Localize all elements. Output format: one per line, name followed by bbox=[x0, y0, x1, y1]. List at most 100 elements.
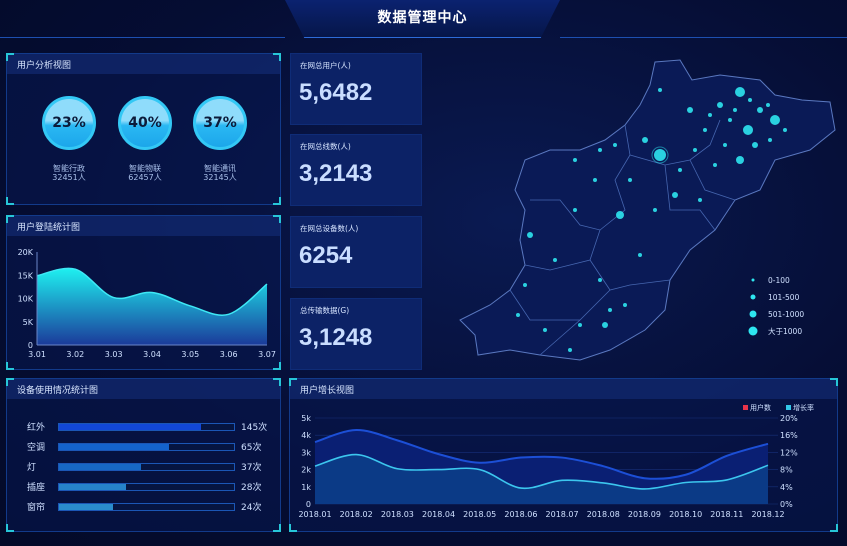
map-dot bbox=[678, 168, 682, 172]
map-dot bbox=[613, 143, 617, 147]
device-label: 插座 bbox=[27, 483, 46, 493]
map-dot bbox=[628, 178, 632, 182]
map-dot bbox=[728, 118, 732, 122]
progress-track bbox=[58, 423, 235, 431]
y-left-tick-label: 1k bbox=[301, 483, 311, 492]
map-dot bbox=[743, 125, 753, 135]
legend-dot-icon bbox=[750, 294, 756, 300]
x-tick-label: 2018.07 bbox=[546, 510, 579, 519]
x-tick-label: 3.07 bbox=[258, 350, 276, 359]
device-label: 窗帘 bbox=[27, 503, 46, 513]
x-tick-label: 3.01 bbox=[28, 350, 46, 359]
growth-chart: 0 0% 1k 4% 2k 8% 3k 12% 4k 16% 5k 20% 2018.01 2018.02… bbox=[298, 403, 814, 519]
map-dot bbox=[543, 328, 547, 332]
percent-ball-smart-iot: 40% bbox=[118, 96, 172, 150]
divider bbox=[560, 37, 847, 38]
device-bar-row: 红外 145次 bbox=[7, 420, 287, 434]
users-line bbox=[314, 429, 769, 480]
panel-title: 设备使用情况统计图 bbox=[7, 379, 280, 399]
device-label: 灯 bbox=[27, 463, 37, 473]
x-tick-label: 2018.12 bbox=[751, 510, 784, 519]
percent-ball-smart-comm: 37% bbox=[193, 96, 247, 150]
x-tick-label: 2018.09 bbox=[628, 510, 661, 519]
device-count: 145次 bbox=[241, 423, 268, 433]
x-tick-label: 3.02 bbox=[66, 350, 84, 359]
map-dot bbox=[735, 87, 745, 97]
map-dot bbox=[523, 283, 527, 287]
map-dot bbox=[708, 113, 712, 117]
y-right-tick-label: 8% bbox=[780, 466, 793, 475]
y-tick-label: 15K bbox=[18, 271, 34, 280]
stat-card-total-transfer: 总传输数据(G) 3,1248 bbox=[290, 298, 422, 370]
y-tick-label: 10K bbox=[18, 295, 34, 304]
legend-label: 0-100 bbox=[768, 276, 790, 285]
device-count: 28次 bbox=[241, 483, 262, 493]
page-title: 数据管理中心 bbox=[377, 10, 468, 26]
map-dot bbox=[568, 348, 572, 352]
progress-track bbox=[58, 463, 235, 471]
progress-track bbox=[58, 443, 235, 451]
map-dot bbox=[527, 232, 533, 238]
map-dot bbox=[658, 88, 662, 92]
rate-area bbox=[315, 454, 768, 504]
y-left-tick-label: 4k bbox=[301, 431, 311, 440]
legend-label: 501-1000 bbox=[768, 310, 804, 319]
x-tick-label: 3.03 bbox=[105, 350, 123, 359]
rate-line bbox=[314, 453, 769, 490]
legend-label: 用户数 bbox=[750, 403, 771, 412]
y-left-tick-label: 0 bbox=[306, 500, 311, 509]
device-label: 空调 bbox=[27, 443, 46, 453]
ball-label: 智能通讯 32145人 bbox=[203, 164, 237, 182]
map-dot bbox=[723, 143, 727, 147]
map-dot bbox=[598, 148, 602, 152]
device-usage-panel: 设备使用情况统计图 红外 145次 空调 65次灯 37次 插座 28次 窗帘 24次 bbox=[6, 378, 281, 532]
map-dot bbox=[698, 198, 702, 202]
progress-track bbox=[58, 483, 235, 491]
map-dot bbox=[654, 149, 666, 161]
map-dot bbox=[672, 192, 678, 198]
y-right-tick-label: 12% bbox=[780, 448, 798, 457]
map-dot bbox=[687, 107, 693, 113]
x-tick-label: 3.05 bbox=[181, 350, 199, 359]
y-left-tick-label: 3k bbox=[301, 448, 311, 457]
login-line bbox=[36, 267, 268, 316]
x-tick-label: 2018.06 bbox=[504, 510, 537, 519]
map-dot bbox=[638, 253, 642, 257]
x-tick-label: 2018.01 bbox=[298, 510, 331, 519]
progress-track bbox=[58, 503, 235, 511]
legend-label: 101-500 bbox=[768, 293, 800, 302]
x-tick-label: 2018.08 bbox=[587, 510, 620, 519]
map-dot bbox=[653, 208, 657, 212]
stat-card-total-users: 在网总用户(人) 5,6482 bbox=[290, 53, 422, 125]
map-dot bbox=[608, 308, 612, 312]
y-tick-label: 20K bbox=[18, 248, 34, 257]
map-dot bbox=[573, 208, 577, 212]
map-dot bbox=[642, 137, 648, 143]
map-dot bbox=[573, 158, 577, 162]
legend-label: 大于1000 bbox=[768, 326, 802, 336]
x-tick-label: 2018.04 bbox=[422, 510, 455, 519]
progress-fill bbox=[59, 464, 142, 470]
map-outline bbox=[459, 59, 836, 361]
device-bar-row: 窗帘 24次 bbox=[7, 500, 287, 514]
map-dot bbox=[578, 323, 582, 327]
map-dot bbox=[693, 148, 697, 152]
progress-fill bbox=[59, 504, 114, 510]
map-dot bbox=[717, 102, 723, 108]
x-tick-label: 2018.03 bbox=[381, 510, 414, 519]
map-dot bbox=[598, 278, 602, 282]
stat-card-total-lines: 在网总线数(人) 3,2143 bbox=[290, 134, 422, 206]
y-right-tick-label: 4% bbox=[780, 483, 793, 492]
x-tick-label: 2018.11 bbox=[710, 510, 743, 519]
map-dot bbox=[783, 128, 787, 132]
legend-dot-icon bbox=[748, 326, 758, 336]
map-dot bbox=[623, 303, 627, 307]
x-tick-label: 3.04 bbox=[143, 350, 161, 359]
legend-swatch bbox=[786, 405, 791, 410]
map-dot bbox=[757, 107, 763, 113]
progress-fill bbox=[59, 424, 201, 430]
map-dot bbox=[766, 103, 770, 107]
ball-label: 智能物联 62457人 bbox=[128, 164, 162, 182]
map-dot bbox=[768, 138, 772, 142]
legend-dot-icon bbox=[751, 278, 755, 282]
